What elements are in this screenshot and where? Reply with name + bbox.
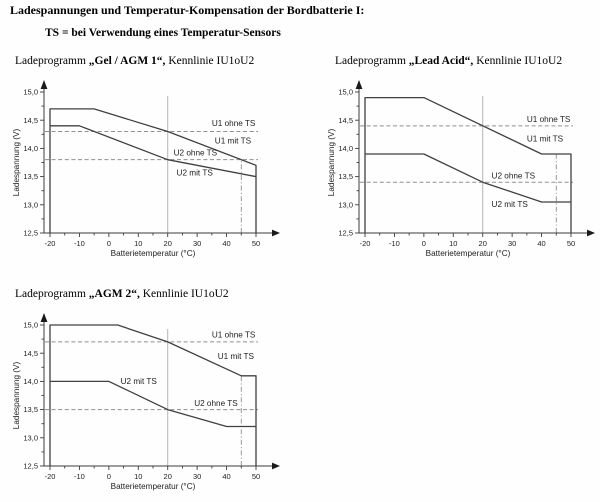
x-tick-label: 40 <box>222 472 230 481</box>
x-tick-label: 0 <box>422 239 426 248</box>
x-tick-label: 40 <box>537 239 545 248</box>
y-axis-arrow-icon <box>40 313 48 322</box>
x-tick-label: 50 <box>567 239 575 248</box>
series-u1-mit-ts <box>364 96 572 233</box>
curve-label-u2-ohne-ts: U2 ohne TS <box>174 149 218 158</box>
y-tick-label: 14,0 <box>338 144 353 153</box>
curve-label-u1-mit-ts: U1 mit TS <box>218 352 255 361</box>
y-tick-label: 13,0 <box>23 200 38 209</box>
chart-title-agm2: Ladeprogramm „AGM 2“, Kennlinie IU1oU2 <box>10 288 305 300</box>
y-tick-label: 13,5 <box>23 405 38 414</box>
y-tick-label: 12,5 <box>23 462 38 471</box>
y-axis-arrow-icon <box>355 80 363 89</box>
x-tick-label: -10 <box>389 239 400 248</box>
x-tick-label: 30 <box>193 239 201 248</box>
y-tick-label: 15,0 <box>338 88 353 97</box>
chart-agm2: 12,5 13,0 13,5 14,0 14,5 15,0 -20 -10 0 10 20 30 40 5… <box>12 313 280 491</box>
x-tick-label: 20 <box>164 472 172 481</box>
x-tick-label: 50 <box>252 239 260 248</box>
curve-label-u1-mit-ts: U1 mit TS <box>215 136 252 145</box>
y-tick-label: 14,5 <box>23 116 38 125</box>
x-tick-label: -10 <box>74 472 85 481</box>
chart-gel-agm1: 12,5 13,0 13,5 14,0 14,5 15,0 -20 -10 0 10 20 30 40 5… <box>12 80 280 258</box>
y-tick-label: 13,0 <box>23 433 38 442</box>
curve-label-u2-ohne-ts: U2 ohne TS <box>194 399 238 408</box>
x-axis-arrow-icon <box>272 229 280 237</box>
chart-title-lead-acid: Ladeprogramm „Lead Acid“, Kennlinie IU1o… <box>325 55 600 67</box>
x-axis-title: Batterietemperatur (°C) <box>426 249 511 258</box>
chart-title-prefix: Ladeprogramm <box>15 55 89 67</box>
chart-block-agm2: Ladeprogramm „AGM 2“, Kennlinie IU1oU2 1… <box>10 288 305 500</box>
y-tick-label: 12,5 <box>338 229 353 238</box>
chart-title-suffix: Kennlinie IU1oU2 <box>165 55 255 67</box>
y-tick-label: 12,5 <box>23 229 38 238</box>
x-tick-label: 30 <box>193 472 201 481</box>
y-tick-label: 13,5 <box>338 172 353 181</box>
y-tick-label: 14,5 <box>23 349 38 358</box>
y-axis-title: Ladespannung (V) <box>12 129 21 197</box>
chart-title-suffix: Kennlinie IU1oU2 <box>139 288 229 300</box>
x-axis-arrow-icon <box>587 229 595 237</box>
chart-title-prefix: Ladeprogramm <box>335 55 409 67</box>
y-tick-label: 15,0 <box>23 321 38 330</box>
y-tick-label: 14,0 <box>23 377 38 386</box>
x-tick-label: 0 <box>107 239 111 248</box>
document-title: Ladespannungen und Temperatur-Kompensati… <box>10 3 365 17</box>
y-tick-label: 13,0 <box>338 200 353 209</box>
x-tick-label: -20 <box>360 239 371 248</box>
y-axis-title: Ladespannung (V) <box>12 362 21 430</box>
x-tick-label: 10 <box>134 472 142 481</box>
chart-lead-acid: 12,5 13,0 13,5 14,0 14,5 15,0 -20 -10 0 10 20 30 40 5… <box>327 80 595 258</box>
x-tick-label: 10 <box>134 239 142 248</box>
x-tick-label: 40 <box>222 239 230 248</box>
curve-label-u1-ohne-ts: U1 ohne TS <box>212 330 256 339</box>
x-tick-label: 10 <box>449 239 457 248</box>
chart-title-program-name: „Gel / AGM 1“, <box>88 55 166 67</box>
curve-label-u2-mit-ts: U2 mit TS <box>177 168 214 177</box>
x-tick-label: -20 <box>45 472 56 481</box>
y-tick-label: 15,0 <box>23 88 38 97</box>
x-axis-title: Batterietemperatur (°C) <box>111 249 196 258</box>
y-axis-title: Ladespannung (V) <box>327 129 336 197</box>
x-tick-label: 20 <box>164 239 172 248</box>
curve-label-u1-ohne-ts: U1 ohne TS <box>527 115 571 124</box>
chart-title-gel-agm1: Ladeprogramm „Gel / AGM 1“, Kennlinie IU… <box>10 55 305 67</box>
x-tick-label: 30 <box>508 239 516 248</box>
curve-label-u2-ohne-ts: U2 ohne TS <box>492 171 536 180</box>
series-u1-mit-ts <box>49 324 257 466</box>
document-subtitle: TS = bei Verwendung eines Temperatur-Sen… <box>45 27 281 39</box>
x-tick-label: 20 <box>479 239 487 248</box>
curve-label-u2-mit-ts: U2 mit TS <box>492 200 529 209</box>
y-axis-arrow-icon <box>40 80 48 89</box>
x-tick-label: 0 <box>107 472 111 481</box>
series-u2-mit-ts <box>50 380 256 428</box>
y-tick-label: 13,5 <box>23 172 38 181</box>
x-tick-label: 50 <box>252 472 260 481</box>
y-tick-label: 14,5 <box>338 116 353 125</box>
chart-title-program-name: „AGM 2“, <box>88 288 140 300</box>
chart-title-prefix: Ladeprogramm <box>15 288 89 300</box>
series-u2-mit-ts <box>365 153 571 203</box>
chart-title-program-name: „Lead Acid“, <box>408 55 474 67</box>
series-u2-mit-ts <box>50 125 257 178</box>
chart-block-gel-agm1: Ladeprogramm „Gel / AGM 1“, Kennlinie IU… <box>10 55 305 267</box>
curve-label-u1-mit-ts: U1 mit TS <box>527 135 564 144</box>
x-axis-arrow-icon <box>272 462 280 470</box>
curve-label-u1-ohne-ts: U1 ohne TS <box>212 119 256 128</box>
x-tick-label: -10 <box>74 239 85 248</box>
chart-title-suffix: Kennlinie IU1oU2 <box>473 55 563 67</box>
chart-block-lead-acid: Ladeprogramm „Lead Acid“, Kennlinie IU1o… <box>325 55 600 267</box>
x-axis-title: Batterietemperatur (°C) <box>111 482 196 491</box>
curve-label-u2-mit-ts: U2 mit TS <box>121 377 158 386</box>
x-tick-label: -20 <box>45 239 56 248</box>
y-tick-label: 14,0 <box>23 144 38 153</box>
